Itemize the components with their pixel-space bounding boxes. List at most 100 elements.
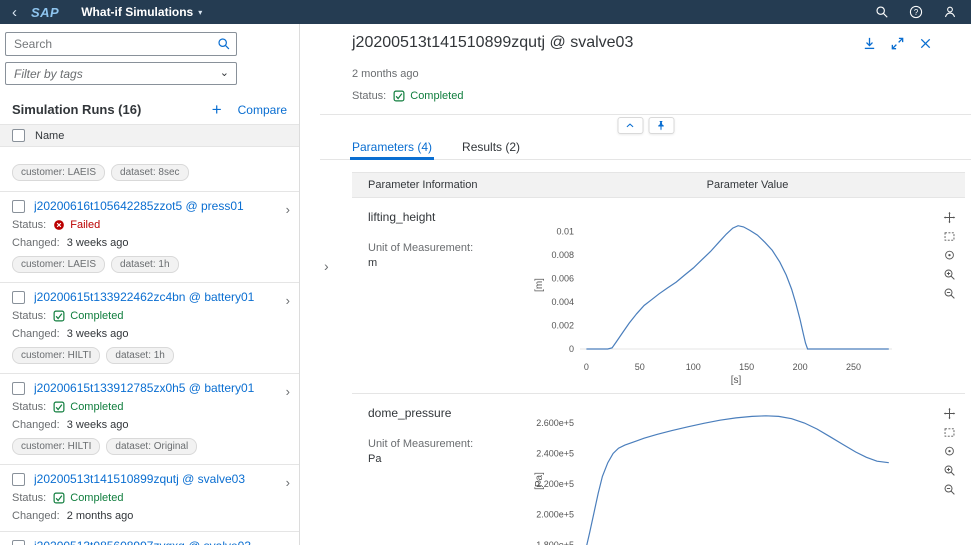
add-simulation-button[interactable]: + (211, 100, 222, 119)
detail-status-row: Status: Completed (352, 90, 933, 102)
svg-text:2.600e+5: 2.600e+5 (536, 418, 574, 428)
changed-label: Changed: (12, 237, 60, 249)
completed-status-icon (53, 401, 65, 413)
app-title-menu[interactable]: What-if Simulations ▾ (81, 5, 202, 19)
tab-bar: Parameters (4) Results (2) (320, 134, 971, 160)
run-checkbox[interactable] (12, 472, 25, 486)
tag-badge: customer: HILTI (12, 347, 101, 364)
svg-text:0: 0 (569, 344, 574, 354)
filter-by-tags-select[interactable]: Filter by tags ⌄ (5, 62, 237, 85)
tab-parameters[interactable]: Parameters (4) (349, 134, 435, 160)
list-item[interactable]: j20200615t133912785zx0h5 @ battery01 › S… (0, 374, 299, 465)
column-header-parameter-information[interactable]: Parameter Information (368, 179, 478, 191)
lasso-select-icon[interactable] (941, 444, 957, 459)
list-item[interactable]: customer: LAEIS dataset: 8sec (0, 147, 299, 192)
chevron-right-icon[interactable]: › (285, 202, 290, 217)
select-all-checkbox[interactable] (12, 129, 25, 142)
svg-text:?: ? (914, 8, 919, 17)
list-item[interactable]: j20200615t133922462zc4bn @ battery01 › S… (0, 283, 299, 374)
lifting-height-chart[interactable]: 0 0.002 0.004 0.006 0.008 0.01 0 50 100 150 200 250… (530, 204, 902, 389)
line-plot: 1.800e+5 2.000e+5 2.200e+5 2.400e+5 2.600e+5… (534, 415, 889, 545)
run-checkbox[interactable] (12, 381, 25, 395)
name-column-header: Name (35, 129, 65, 142)
chart-toolbar (941, 210, 957, 301)
back-button[interactable]: ‹ (12, 3, 17, 21)
chevron-right-icon[interactable]: › (285, 475, 290, 490)
uom-value: Pa (368, 453, 382, 465)
uom-value: m (368, 257, 378, 269)
svg-text:0.006: 0.006 (551, 274, 574, 284)
splitter-expand-chevron[interactable]: › (324, 258, 329, 274)
svg-text:[m]: [m] (534, 278, 545, 292)
zoom-out-icon[interactable] (941, 286, 957, 301)
list-item[interactable]: j20200513t141510899zqutj @ svalve03 › St… (0, 465, 299, 532)
download-icon[interactable] (862, 36, 877, 51)
status-label: Status: (12, 219, 47, 231)
run-title-link[interactable]: j20200615t133922462zc4bn @ battery01 (34, 290, 255, 304)
chevron-right-icon[interactable]: › (285, 293, 290, 308)
dome-pressure-chart[interactable]: 1.800e+5 2.000e+5 2.200e+5 2.400e+5 2.600e+5… (530, 400, 902, 545)
chevron-down-icon: ▾ (198, 7, 203, 17)
run-title-link[interactable]: j20200616t105642285zzot5 @ press01 (34, 199, 244, 213)
list-item[interactable]: j20200616t105642285zzot5 @ press01 › Sta… (0, 192, 299, 283)
tab-results[interactable]: Results (2) (462, 139, 521, 154)
runs-toolbar: Simulation Runs (16) + Compare (0, 95, 299, 125)
search-icon[interactable] (873, 4, 891, 20)
runs-list: customer: LAEIS dataset: 8sec j20200616t1… (0, 147, 299, 545)
zoom-in-icon[interactable] (941, 463, 957, 478)
box-select-icon[interactable] (941, 229, 957, 244)
pin-header-button[interactable] (648, 117, 674, 134)
run-checkbox[interactable] (12, 539, 25, 545)
box-select-icon[interactable] (941, 425, 957, 440)
tag-badge: customer: LAEIS (12, 164, 106, 181)
detail-actions (862, 36, 933, 51)
chevron-right-icon[interactable]: › (286, 542, 290, 545)
line-plot: 0 0.002 0.004 0.006 0.008 0.01 0 50 100 150 200 250… (534, 225, 892, 386)
run-title-link[interactable]: j20200513t085608997zvgxq @ svalve03 (34, 539, 251, 545)
chevron-down-icon: ⌄ (219, 67, 229, 79)
tag-badge: dataset: 1h (111, 256, 179, 273)
changed-value: 2 months ago (66, 510, 134, 522)
lasso-select-icon[interactable] (941, 248, 957, 263)
detail-panel: j20200513t141510899zqutj @ svalve03 2 mo… (320, 24, 971, 545)
svg-text:0.008: 0.008 (551, 250, 574, 260)
chevron-right-icon[interactable]: › (285, 384, 290, 399)
search-icon[interactable] (216, 36, 232, 52)
tag-badge: customer: HILTI (12, 438, 101, 455)
tag-badge: dataset: 1h (106, 347, 174, 364)
svg-text:0.01: 0.01 (556, 227, 574, 237)
close-icon[interactable] (918, 36, 933, 51)
run-title-link[interactable]: j20200615t133912785zx0h5 @ battery01 (34, 381, 255, 395)
completed-status-icon (53, 310, 65, 322)
pan-icon[interactable] (941, 210, 957, 225)
help-icon[interactable]: ? (907, 4, 925, 20)
changed-label: Changed: (12, 419, 60, 431)
user-avatar-icon[interactable] (941, 4, 959, 20)
run-title-link[interactable]: j20200513t141510899zqutj @ svalve03 (34, 472, 246, 486)
collapse-header-button[interactable] (617, 117, 643, 134)
svg-text:100: 100 (686, 362, 701, 372)
parameters-table-header: Parameter Information Parameter Value (352, 172, 965, 198)
parameter-name: lifting_height (368, 210, 436, 224)
detail-age: 2 months ago (352, 68, 419, 80)
compare-button[interactable]: Compare (237, 102, 287, 117)
zoom-in-icon[interactable] (941, 267, 957, 282)
search-field (5, 32, 237, 56)
list-item[interactable]: j20200513t085608997zvgxq @ svalve03 › St… (0, 532, 299, 545)
tag-badge: customer: LAEIS (12, 256, 106, 273)
run-checkbox[interactable] (12, 290, 25, 304)
status-value: Completed (70, 492, 124, 504)
run-checkbox[interactable] (12, 199, 25, 213)
svg-text:250: 250 (846, 362, 861, 372)
changed-value: 3 weeks ago (66, 237, 129, 249)
search-input[interactable] (5, 32, 237, 56)
svg-text:[Pa]: [Pa] (534, 472, 545, 490)
fullscreen-icon[interactable] (890, 36, 905, 51)
table-row: dome_pressure Unit of Measurement: Pa 1.… (352, 394, 965, 545)
pan-icon[interactable] (941, 406, 957, 421)
column-header-parameter-value[interactable]: Parameter Value (706, 179, 789, 191)
zoom-out-icon[interactable] (941, 482, 957, 497)
svg-text:0: 0 (584, 362, 589, 372)
tag-badge: dataset: Original (106, 438, 198, 455)
